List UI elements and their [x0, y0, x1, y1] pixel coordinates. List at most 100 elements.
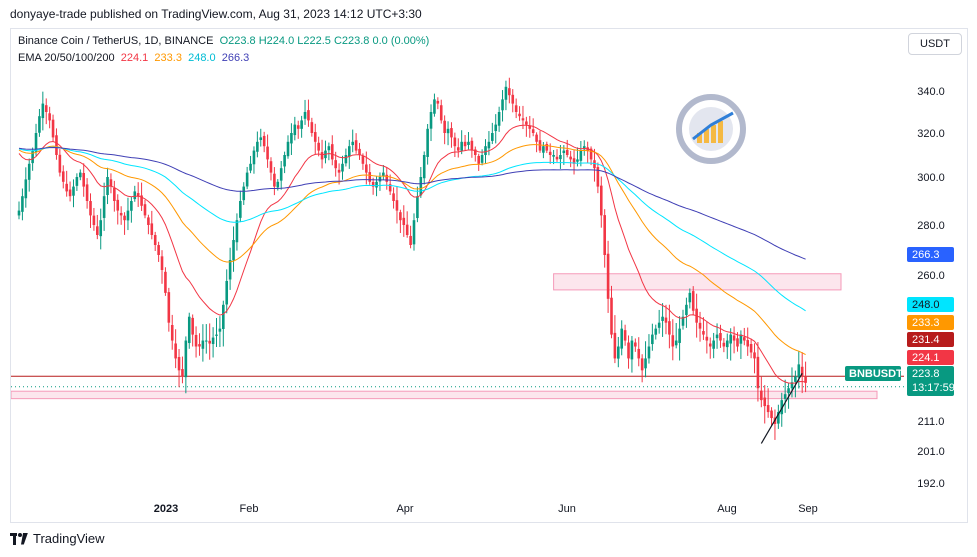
- candle-body: [647, 346, 651, 359]
- candle-body: [579, 150, 583, 161]
- watermark-arrow: [692, 111, 734, 141]
- candle-body: [572, 158, 576, 164]
- candle-body: [405, 224, 409, 235]
- candle-body: [245, 172, 249, 187]
- candle-body: [770, 410, 773, 419]
- candle-body: [681, 316, 685, 326]
- candle-body: [34, 133, 38, 152]
- candle-body: [170, 325, 174, 341]
- candle-body: [222, 304, 225, 329]
- x-tick-label: Feb: [240, 503, 259, 515]
- candle-body: [559, 155, 562, 160]
- y-tick-label: 320.0: [917, 128, 945, 140]
- candle-body: [279, 168, 283, 181]
- tradingview-logo-icon: [10, 532, 28, 545]
- y-tick-label: 340.0: [917, 86, 945, 98]
- candle-body: [208, 340, 211, 344]
- candle-body: [548, 151, 552, 155]
- candle-body: [235, 220, 239, 243]
- candle-body: [99, 220, 103, 237]
- price-tag-text: 231.4: [912, 334, 940, 346]
- candle-body: [68, 189, 72, 197]
- candle-body: [388, 184, 392, 192]
- candle-body: [399, 212, 402, 221]
- candle-body: [164, 271, 167, 293]
- candle-body: [661, 316, 664, 321]
- price-tag-text: 224.1: [912, 352, 940, 364]
- candle-body: [746, 340, 750, 347]
- candle-body: [725, 340, 729, 348]
- candle-body: [228, 260, 232, 280]
- candle-body: [627, 342, 630, 359]
- symbol-badge-text: BNBUSDT: [849, 368, 903, 380]
- trendline: [760, 373, 803, 444]
- candle-body: [351, 141, 355, 146]
- candle-body: [201, 340, 205, 349]
- x-tick-label: 2023: [154, 503, 178, 515]
- candle-body: [422, 155, 426, 179]
- candle-body: [654, 328, 658, 335]
- candle-body: [678, 328, 681, 343]
- candle-body: [753, 352, 756, 359]
- candle-body: [504, 86, 508, 100]
- candle-body: [760, 390, 763, 401]
- candle-body: [160, 256, 164, 270]
- candle-body: [480, 155, 484, 163]
- candle-body: [552, 155, 555, 157]
- candle-body: [494, 124, 498, 132]
- candle-body: [525, 121, 528, 125]
- candle-body: [109, 179, 113, 187]
- candle-body: [736, 338, 739, 347]
- candle-body: [123, 215, 126, 221]
- price-chart[interactable]: 192.0 201.0 211.0 260.0 280.0 300.0 320.0 340.0…: [11, 29, 967, 522]
- watermark-globe-icon: [676, 94, 746, 164]
- candle-body: [385, 174, 389, 182]
- candle-body: [276, 181, 280, 188]
- candle-body: [491, 133, 494, 141]
- candle-body: [92, 215, 96, 225]
- candle-body: [712, 340, 715, 349]
- candle-body: [119, 212, 123, 216]
- candle-body: [671, 335, 675, 347]
- candle-body: [215, 334, 218, 336]
- candle-body: [698, 322, 702, 329]
- candle-body: [273, 173, 276, 187]
- candle-body: [705, 336, 709, 341]
- candle-body: [450, 128, 453, 138]
- candle-body: [651, 334, 654, 345]
- candle-body: [433, 99, 436, 114]
- candle-body: [126, 210, 130, 221]
- candle-body: [640, 358, 644, 371]
- candle-body: [204, 340, 208, 342]
- price-tag-text: 248.0: [912, 299, 940, 311]
- chart-frame[interactable]: 192.0 201.0 211.0 260.0 280.0 300.0 320.0 340.0…: [10, 28, 968, 523]
- candle-body: [800, 366, 804, 377]
- candle-body: [51, 119, 55, 138]
- candle-body: [395, 200, 399, 211]
- ema20-value: 224.1: [120, 52, 149, 64]
- currency-button[interactable]: USDT: [908, 33, 962, 55]
- candle-body: [555, 156, 559, 160]
- candle-body: [313, 132, 317, 142]
- candle-body: [48, 113, 51, 121]
- candle-body: [174, 343, 177, 359]
- candle-body: [518, 113, 521, 117]
- candle-body: [470, 140, 474, 151]
- publisher-header: donyaye-trade published on TradingView.c…: [10, 7, 422, 21]
- price-tag-high: [907, 332, 954, 347]
- candle-body: [371, 181, 375, 187]
- candle-body: [484, 146, 487, 156]
- countdown-label: 13:17:59: [912, 382, 955, 394]
- candle-body: [576, 159, 579, 162]
- candle-body: [409, 235, 412, 245]
- y-tick-label: 201.0: [917, 446, 945, 458]
- candle-body: [456, 147, 460, 151]
- price-tag-ema20: [907, 350, 954, 365]
- candle-body: [181, 369, 184, 377]
- candle-body: [354, 140, 358, 151]
- candle-body: [743, 337, 746, 341]
- candle-body: [766, 405, 770, 413]
- candle-body: [327, 146, 331, 151]
- candle-body: [603, 215, 606, 255]
- candle-body: [569, 156, 572, 160]
